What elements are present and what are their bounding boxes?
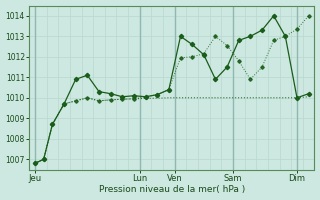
X-axis label: Pression niveau de la mer( hPa ): Pression niveau de la mer( hPa ) xyxy=(99,185,245,194)
